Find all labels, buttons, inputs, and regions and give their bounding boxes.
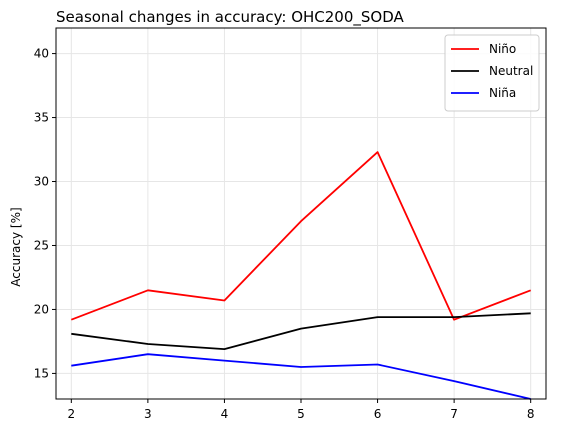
chart-title: Seasonal changes in accuracy: OHC200_SOD… (56, 8, 405, 27)
x-tick-label: 7 (450, 407, 458, 421)
series-line (70, 151, 532, 321)
series-layer (70, 151, 532, 400)
legend-label: Neutral (489, 64, 533, 78)
y-tick-label: 20 (34, 302, 49, 316)
y-tick-label: 35 (34, 111, 49, 125)
y-tick-label: 15 (34, 366, 49, 380)
x-tick-label: 8 (527, 407, 535, 421)
axis-ticks: 2 3 4 5 6 7 8 15 20 25 30 35 40 (34, 47, 535, 421)
y-tick-label: 40 (34, 47, 49, 61)
x-tick-label: 6 (374, 407, 382, 421)
series-line (71, 353, 531, 400)
x-tick-label: 5 (297, 407, 305, 421)
series-line (71, 312, 531, 351)
y-tick-label: 25 (34, 238, 49, 252)
legend-box (444, 34, 540, 112)
y-axis-label: Accuracy [%] (9, 207, 23, 286)
x-tick-label: 4 (221, 407, 229, 421)
x-tick-label: 2 (67, 407, 75, 421)
y-tick-label: 30 (34, 175, 49, 189)
legend-label: Niña (489, 86, 516, 100)
x-tick-label: 3 (144, 407, 152, 421)
legend: Niño Neutral Niña (444, 34, 540, 112)
legend-label: Niño (489, 42, 516, 56)
